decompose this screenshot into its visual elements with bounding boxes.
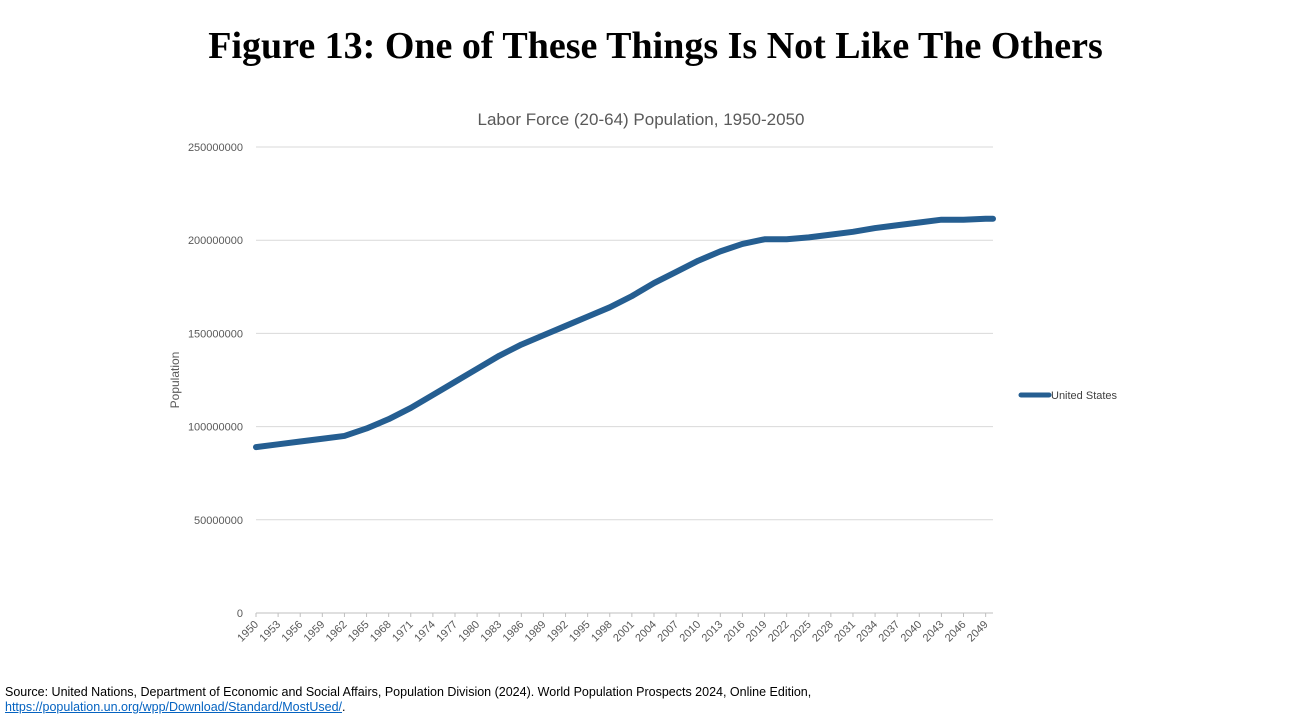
x-tick-label: 1983 bbox=[479, 619, 505, 645]
x-tick-label: 2037 bbox=[877, 619, 903, 645]
source-text: Source: United Nations, Department of Ec… bbox=[5, 685, 812, 699]
line-chart: Labor Force (20-64) Population, 1950-205… bbox=[168, 110, 1118, 645]
x-tick-label: 1965 bbox=[346, 619, 372, 645]
x-tick-label: 1962 bbox=[324, 619, 350, 645]
x-tick-label: 1950 bbox=[235, 619, 261, 645]
x-tick-label: 1995 bbox=[567, 619, 593, 645]
x-tick-label: 2028 bbox=[810, 619, 836, 645]
x-tick-label: 2025 bbox=[788, 619, 814, 645]
x-tick-label: 1953 bbox=[257, 619, 283, 645]
y-tick-label: 50000000 bbox=[194, 515, 243, 527]
x-tick-label: 2034 bbox=[854, 619, 880, 645]
x-tick-label: 1992 bbox=[545, 619, 571, 645]
x-tick-label: 2010 bbox=[678, 619, 704, 645]
source-link[interactable]: https://population.un.org/wpp/Download/S… bbox=[5, 700, 343, 714]
y-tick-label: 100000000 bbox=[188, 422, 243, 434]
x-tick-label: 1974 bbox=[412, 619, 438, 645]
legend-label-united-states: United States bbox=[1051, 390, 1118, 402]
x-tick-label: 2019 bbox=[744, 619, 770, 645]
x-tick-label: 2001 bbox=[611, 619, 637, 645]
x-tick-label: 2031 bbox=[832, 619, 858, 645]
x-axis-ticks: 1950195319561959196219651968197119741977… bbox=[235, 613, 991, 645]
x-tick-label: 1959 bbox=[302, 619, 328, 645]
y-tick-label: 0 bbox=[237, 608, 243, 620]
y-tick-label: 150000000 bbox=[188, 328, 243, 340]
x-tick-label: 1956 bbox=[280, 619, 306, 645]
chart-title: Labor Force (20-64) Population, 1950-205… bbox=[478, 110, 805, 129]
y-axis-label: Population bbox=[168, 352, 182, 409]
y-tick-label: 200000000 bbox=[188, 235, 243, 247]
x-tick-label: 2043 bbox=[921, 619, 947, 645]
x-tick-label: 1986 bbox=[501, 619, 527, 645]
x-tick-label: 2049 bbox=[965, 619, 991, 645]
x-tick-label: 2013 bbox=[700, 619, 726, 645]
gridlines bbox=[256, 146, 993, 614]
source-note: Source: United Nations, Department of Ec… bbox=[5, 685, 1295, 715]
x-tick-label: 1998 bbox=[589, 619, 615, 645]
x-tick-label: 2004 bbox=[633, 619, 659, 645]
source-end: . bbox=[342, 700, 346, 714]
x-tick-label: 1989 bbox=[523, 619, 549, 645]
slide-title: Figure 13: One of These Things Is Not Li… bbox=[208, 25, 1103, 67]
series-layer bbox=[253, 215, 996, 451]
y-tick-label: 250000000 bbox=[188, 142, 243, 154]
x-tick-label: 1980 bbox=[456, 619, 482, 645]
x-tick-label: 1971 bbox=[390, 619, 416, 645]
x-tick-label: 2022 bbox=[766, 619, 792, 645]
y-axis-ticks: 0 50000000 100000000 150000000 200000000 2500… bbox=[188, 142, 243, 620]
legend: United States bbox=[1018, 390, 1118, 402]
x-tick-label: 2046 bbox=[943, 619, 969, 645]
series-line-united-states bbox=[253, 215, 996, 451]
x-tick-label: 2016 bbox=[722, 619, 748, 645]
x-tick-label: 1968 bbox=[368, 619, 394, 645]
x-tick-label: 2040 bbox=[899, 619, 925, 645]
x-tick-label: 2007 bbox=[655, 619, 681, 645]
x-tick-label: 1977 bbox=[434, 619, 460, 645]
